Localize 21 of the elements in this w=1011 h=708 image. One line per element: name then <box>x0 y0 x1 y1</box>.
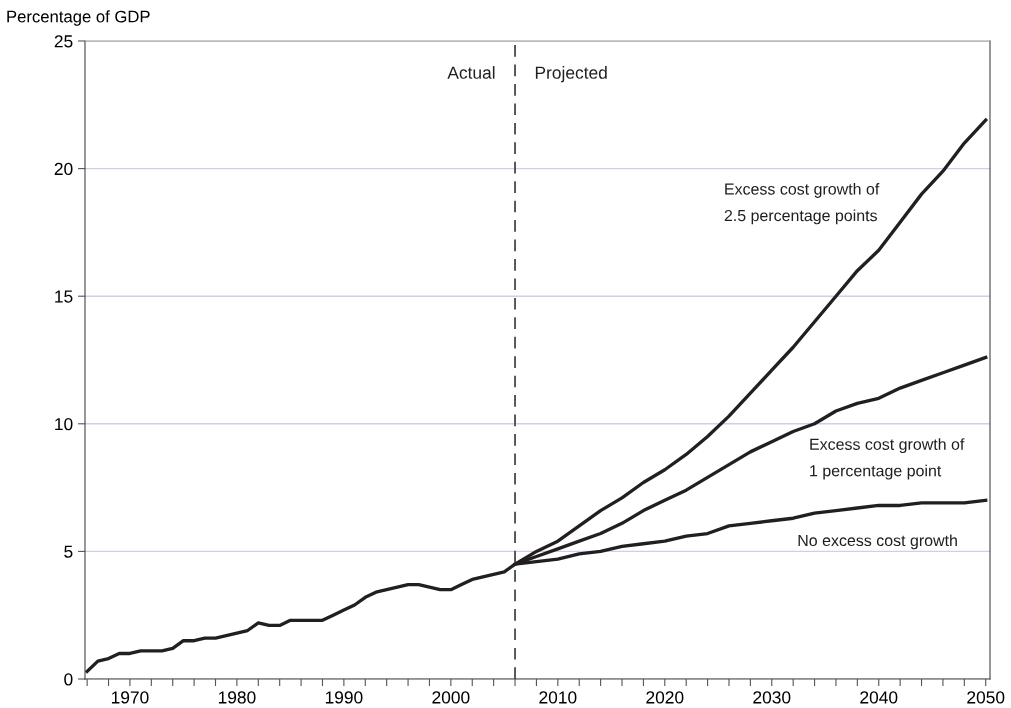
y-tick-label: 15 <box>55 290 73 303</box>
x-tick-label: 1990 <box>325 691 363 704</box>
x-tick-label: 1980 <box>218 691 256 704</box>
series-label: Excess cost growth of 1 percentage point <box>810 438 965 480</box>
y-tick-label: 10 <box>55 417 73 431</box>
x-tick-label: 2030 <box>753 691 791 704</box>
y-tick-label: 20 <box>54 162 73 176</box>
annotation: Projected <box>535 66 607 83</box>
y-tick-label: 5 <box>64 545 73 558</box>
series-label: Excess cost growth of 2.5 percentage points <box>724 183 880 225</box>
x-tick-label: 2000 <box>432 691 470 704</box>
x-tick-label: 2040 <box>860 691 898 704</box>
y-tick-label: 25 <box>54 35 73 48</box>
x-tick-label: 2020 <box>646 691 684 704</box>
x-tick-label: 2050 <box>967 691 1005 704</box>
series-label: No excess cost growth <box>798 534 957 550</box>
y-tick-label: 0 <box>64 673 73 686</box>
x-tick-label: 2010 <box>539 691 577 704</box>
x-tick-label: 1970 <box>111 691 149 704</box>
annotation: Actual <box>447 66 495 79</box>
y-axis-title: Percentage of GDP <box>7 10 150 26</box>
